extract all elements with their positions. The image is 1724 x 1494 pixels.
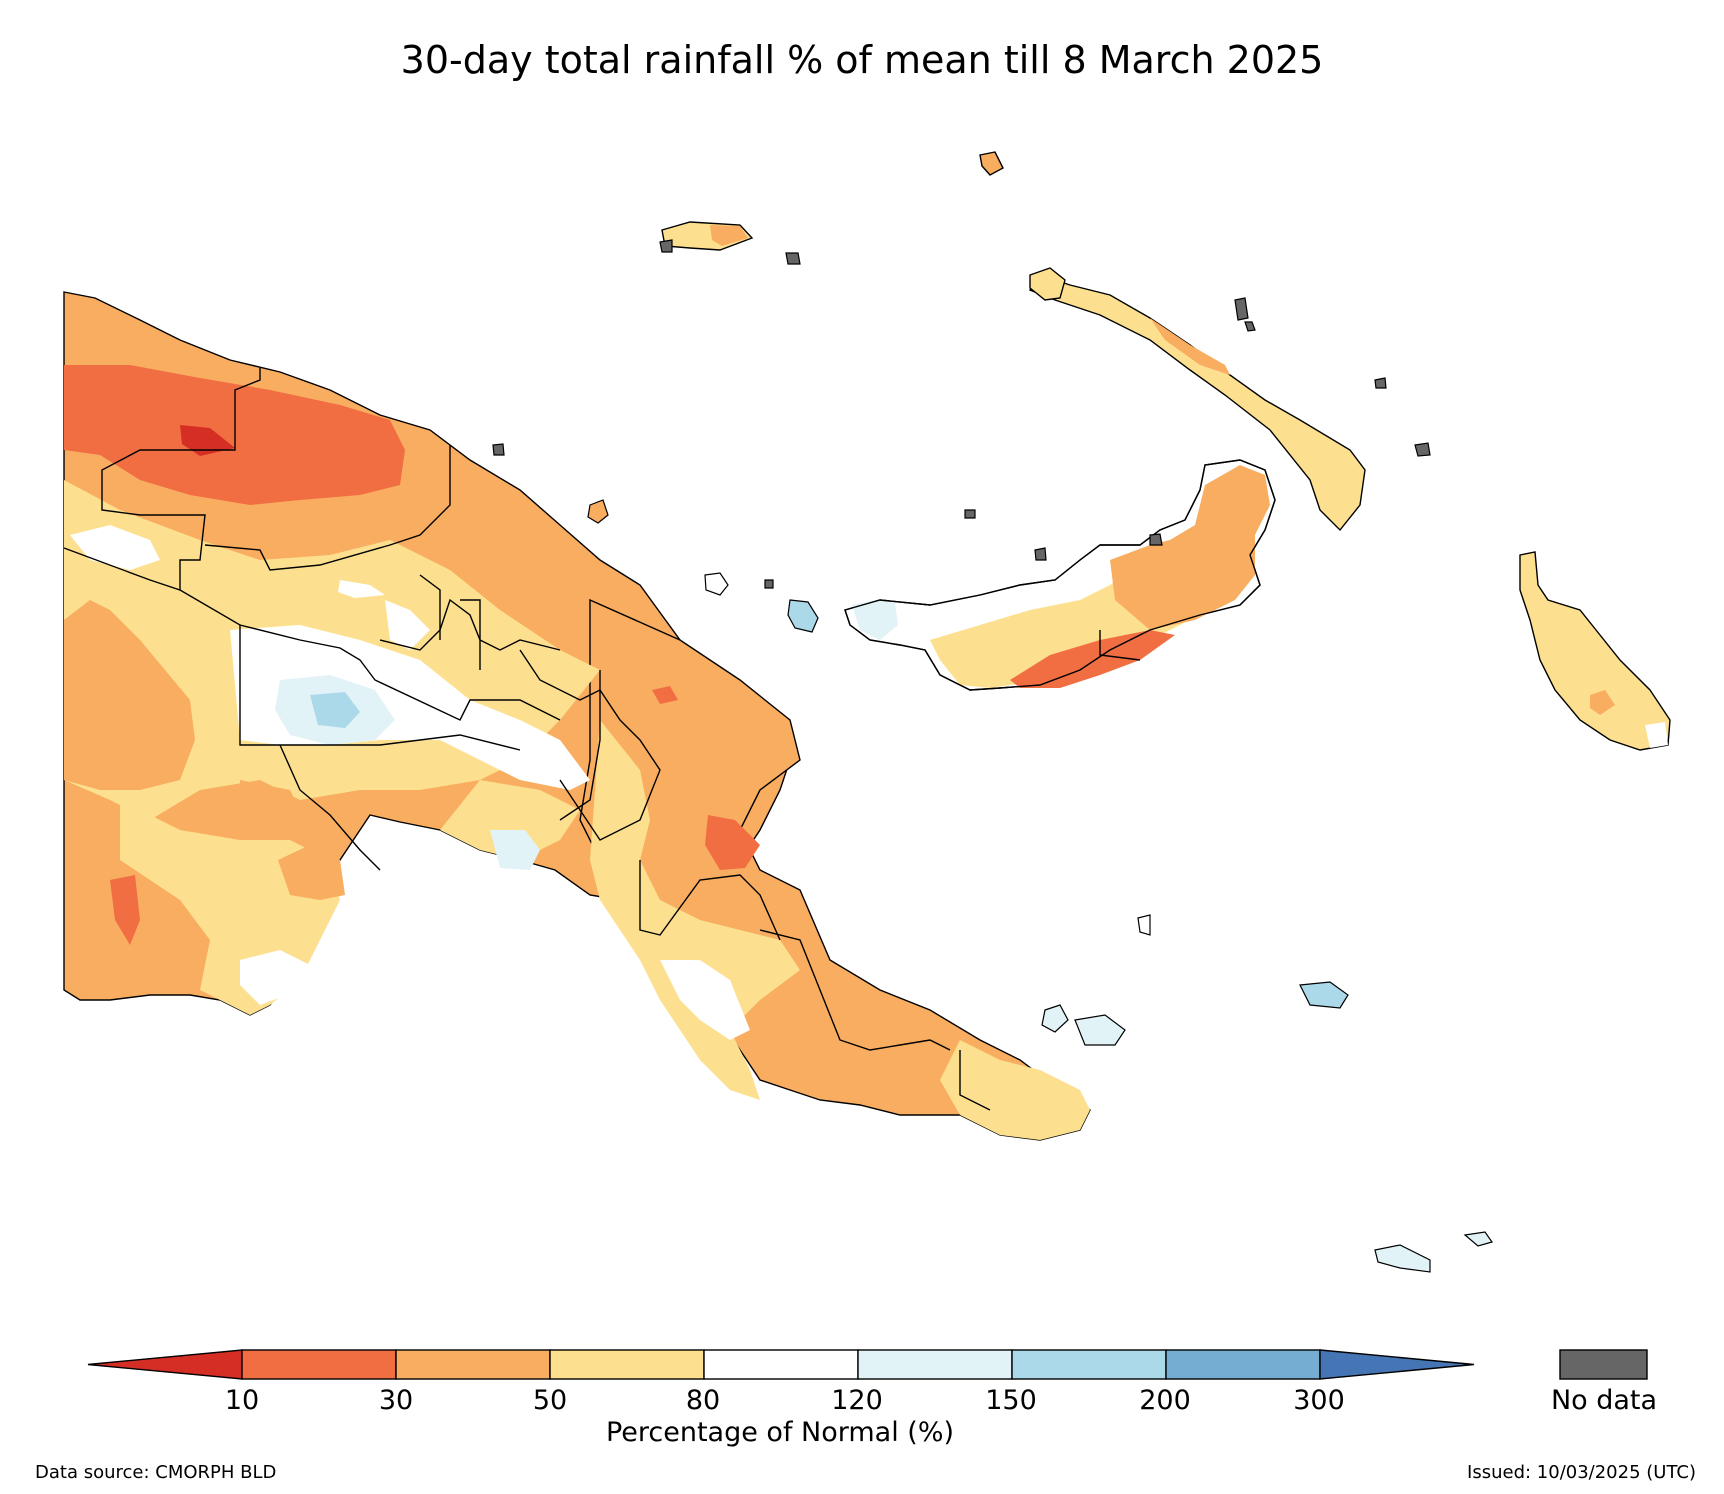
tick-label: 120 bbox=[831, 1385, 883, 1416]
bougainville-orange bbox=[1590, 690, 1615, 715]
bougainville-body bbox=[1519, 551, 1671, 751]
colorbar-extend-low bbox=[87, 1349, 243, 1380]
no-data-swatch bbox=[1559, 1349, 1648, 1380]
rainfall-map bbox=[63, 151, 1671, 1273]
nodata-island-1 bbox=[659, 239, 673, 253]
nodata-island-11 bbox=[764, 579, 774, 589]
colorbar-extend-high bbox=[1319, 1349, 1475, 1380]
new-ireland bbox=[661, 151, 1366, 532]
new-britain-orange bbox=[1110, 465, 1270, 630]
trobriand-island bbox=[1137, 914, 1151, 936]
nodata-island-6 bbox=[492, 443, 505, 456]
overlay-zones bbox=[64, 365, 1090, 1140]
colorbar-axis-label: Percentage of Normal (%) bbox=[605, 1417, 955, 1448]
nodata-island-3 bbox=[1234, 297, 1249, 321]
nodata-island-4 bbox=[1244, 321, 1256, 332]
colorbar-segment bbox=[395, 1349, 551, 1380]
zone-50-80-southeast bbox=[940, 1040, 1090, 1140]
zone-150-200-highlands bbox=[310, 692, 360, 728]
colorbar-segment bbox=[1165, 1349, 1321, 1380]
province-boundaries bbox=[63, 368, 991, 1111]
nodata-island-8 bbox=[1149, 533, 1163, 546]
nodata-island-7 bbox=[1034, 547, 1047, 561]
sudest-island bbox=[1463, 1231, 1493, 1247]
zone-10-30-mid1 bbox=[652, 686, 678, 704]
zone-30-50-southwest bbox=[278, 845, 345, 900]
fergusson-island bbox=[1074, 1014, 1126, 1046]
tick-label: 30 bbox=[378, 1385, 414, 1416]
tick-label: 80 bbox=[685, 1385, 721, 1416]
nodata-island-9 bbox=[1374, 377, 1387, 389]
colorbar-segment bbox=[549, 1349, 705, 1380]
nodata-island-5 bbox=[1414, 442, 1431, 457]
bougainville-white bbox=[1645, 722, 1668, 748]
zone-80-120-a bbox=[338, 580, 385, 598]
karkar-island bbox=[587, 499, 609, 524]
umboi-island bbox=[787, 599, 819, 633]
data-source: Data source: CMORPH BLD bbox=[35, 1462, 277, 1483]
new-britain-wet bbox=[852, 600, 898, 640]
mussau-island bbox=[979, 151, 1004, 176]
zone-10-30-south bbox=[110, 875, 140, 945]
new-britain bbox=[844, 459, 1276, 691]
colorbar-segment bbox=[241, 1349, 397, 1380]
normanby-island bbox=[1041, 1004, 1069, 1033]
no-data-label: No data bbox=[1550, 1385, 1658, 1416]
zone-10-30-coast bbox=[705, 815, 760, 870]
nodata-island-10 bbox=[964, 509, 976, 519]
bougainville bbox=[1519, 551, 1671, 751]
tick-label: 300 bbox=[1293, 1385, 1345, 1416]
new-hanover bbox=[1029, 267, 1066, 301]
manus-orange bbox=[710, 225, 748, 246]
new-britain-red bbox=[1010, 630, 1175, 688]
woodlark-island bbox=[1299, 981, 1349, 1009]
colorbar-segment bbox=[857, 1349, 1013, 1380]
tick-label: 150 bbox=[985, 1385, 1037, 1416]
nodata-island-2 bbox=[785, 252, 801, 265]
zone-lt10 bbox=[180, 425, 235, 456]
zone-120-150-coast bbox=[490, 830, 540, 870]
new-britain-outline bbox=[844, 459, 1276, 691]
zone-50-80-papua-coast bbox=[440, 780, 580, 860]
colorbar-segment bbox=[1011, 1349, 1167, 1380]
long-island bbox=[704, 572, 729, 596]
zone-80-120-highlands bbox=[230, 625, 590, 790]
zone-80-120-b bbox=[385, 600, 430, 650]
map-title: 30-day total rainfall % of mean till 8 M… bbox=[400, 38, 1324, 82]
tick-label: 200 bbox=[1139, 1385, 1191, 1416]
colorbar-segment bbox=[703, 1349, 859, 1380]
zone-80-120-south bbox=[240, 950, 310, 1005]
small-islands bbox=[492, 239, 1493, 1273]
new-ireland-orange bbox=[1150, 318, 1230, 375]
tick-label: 10 bbox=[224, 1385, 260, 1416]
zone-80-120-east-coast bbox=[660, 960, 750, 1040]
zone-30-50-west bbox=[64, 600, 195, 790]
issued-date: Issued: 10/03/2025 (UTC) bbox=[1467, 1462, 1696, 1483]
rossel-island bbox=[1374, 1244, 1431, 1273]
zone-30-50-mid bbox=[240, 780, 300, 815]
tick-label: 50 bbox=[532, 1385, 568, 1416]
